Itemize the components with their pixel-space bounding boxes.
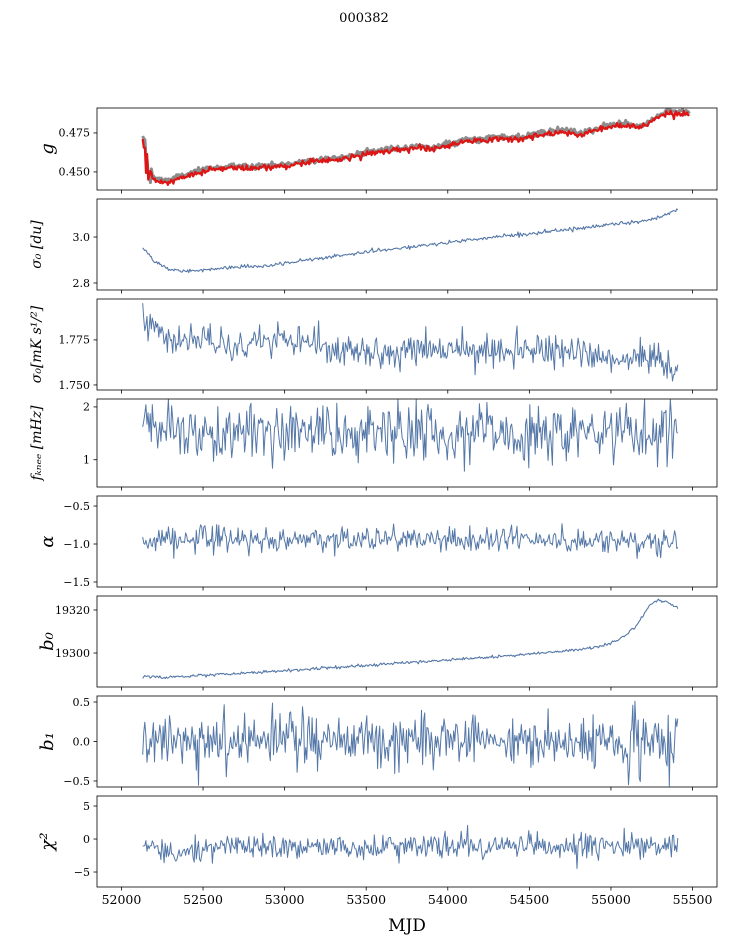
y-tick-label: −0.5 bbox=[63, 500, 90, 513]
panel-sigma0-mks-frame bbox=[96, 298, 718, 391]
series-chi2 bbox=[142, 824, 679, 869]
panel-sigma0-mks-ylabel: σ₀[mK s¹/²] bbox=[29, 305, 45, 383]
series-fitted-gain bbox=[141, 109, 690, 186]
y-tick-label: 0 bbox=[83, 833, 90, 846]
y-tick-label: 19320 bbox=[55, 604, 90, 617]
panel-sigma0-du-frame bbox=[96, 198, 718, 291]
panel-chi2: −5 0 5 52000 52500 53000 53500 54000 54500 55000 5… bbox=[37, 795, 718, 907]
panel-f-knee-frame bbox=[96, 398, 718, 488]
panel-f-knee-ylabel: fₖₙₑₑ [mHz] bbox=[29, 405, 45, 482]
series-b0 bbox=[142, 598, 679, 680]
x-tick-label: 53000 bbox=[265, 892, 305, 907]
panel-b0: 19300 19320 b₀ bbox=[37, 595, 718, 691]
panel-alpha-frame bbox=[96, 495, 718, 588]
y-tick-label: 19300 bbox=[55, 647, 90, 660]
x-tick-label: 53500 bbox=[346, 892, 386, 907]
x-tick-label: 52000 bbox=[102, 892, 142, 907]
x-tick-label: 52500 bbox=[183, 892, 223, 907]
y-tick-label: 3.0 bbox=[73, 231, 91, 244]
chart-title: 000382 bbox=[339, 11, 389, 26]
panel-g-ylabel: g bbox=[37, 143, 58, 155]
panel-alpha-ylabel: α bbox=[37, 535, 58, 547]
y-tick-label: 0.0 bbox=[73, 735, 91, 748]
y-tick-label: 1.775 bbox=[59, 334, 91, 347]
panel-sigma0-du: 2.8 3.0 σ₀ [du] bbox=[29, 198, 718, 294]
panel-alpha: −1.5 −1.0 −0.5 α bbox=[37, 495, 718, 591]
x-axis-label: MJD bbox=[388, 916, 426, 936]
series-b1 bbox=[142, 700, 679, 787]
y-tick-label: 0.475 bbox=[59, 127, 91, 140]
y-tick-label: 2 bbox=[83, 401, 90, 414]
panel-b1: −0.5 0.0 0.5 b₁ bbox=[37, 695, 718, 791]
panel-chi2-ylabel: χ² bbox=[37, 832, 58, 852]
series-alpha bbox=[142, 523, 679, 559]
series-sigma0-du bbox=[142, 208, 679, 274]
series-sigma0-mks bbox=[142, 303, 679, 382]
panel-sigma0-mks: 1.750 1.775 σ₀[mK s¹/²] bbox=[29, 298, 718, 394]
y-tick-label: 5 bbox=[83, 800, 90, 813]
y-tick-label: 1 bbox=[83, 454, 90, 467]
x-tick-label: 55500 bbox=[673, 892, 713, 907]
y-tick-label: −1.5 bbox=[63, 576, 90, 589]
panel-b1-ylabel: b₁ bbox=[37, 732, 58, 751]
y-tick-label: −1.0 bbox=[63, 538, 90, 551]
x-tick-label: 55000 bbox=[591, 892, 631, 907]
y-tick-label: 2.8 bbox=[73, 277, 91, 290]
series-reference-gain bbox=[141, 108, 691, 185]
y-tick-label: −0.5 bbox=[63, 775, 90, 788]
y-tick-label: 0.5 bbox=[73, 696, 91, 709]
x-tick-label: 54500 bbox=[509, 892, 549, 907]
y-tick-label: 1.750 bbox=[59, 379, 91, 392]
panel-chi2-frame bbox=[96, 795, 718, 888]
panel-b0-ylabel: b₀ bbox=[37, 632, 58, 651]
panel-g-frame bbox=[96, 107, 718, 191]
y-tick-label: −5 bbox=[74, 866, 90, 879]
panel-f-knee: 1 2 fₖₙₑₑ [mHz] bbox=[29, 398, 718, 491]
panel-sigma0-du-ylabel: σ₀ [du] bbox=[29, 220, 45, 269]
panel-b0-frame bbox=[96, 595, 718, 688]
x-tick-label: 54000 bbox=[428, 892, 468, 907]
series-f-knee bbox=[142, 399, 679, 472]
y-tick-label: 0.450 bbox=[59, 166, 91, 179]
